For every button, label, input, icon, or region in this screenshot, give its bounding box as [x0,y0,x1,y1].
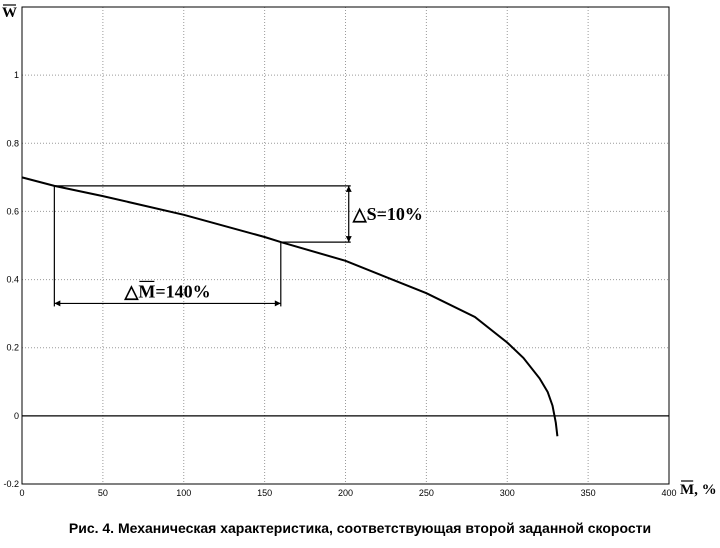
arrow-head [274,300,281,307]
grid [22,7,669,484]
x-tick-label: 200 [338,488,353,498]
x-tick-label: 100 [176,488,191,498]
annotations: △S=10% △M=140% [53,185,423,307]
y-tick-label: 1 [14,70,19,80]
arrow-head [345,185,352,192]
y-tick-label: 0.2 [6,343,19,353]
y-tick-label: 0.8 [6,138,19,148]
y-tick-label: 0.4 [6,275,19,285]
x-tick-label: 50 [98,488,108,498]
x-tick-label: 0 [19,488,24,498]
x-tick-label: 300 [500,488,515,498]
x-tick-label: 400 [661,488,676,498]
y-tick-label: 0.6 [6,206,19,216]
x-tick-label: 250 [419,488,434,498]
series-line [21,176,559,437]
x-tick-label: 350 [581,488,596,498]
series [21,176,559,437]
arrow-head [345,236,352,243]
y-tick-label: 0 [14,411,19,421]
axis-labels: W M, % [2,4,717,498]
y-tick-label: -0.2 [3,479,19,489]
x-axis-label: M, % [680,482,717,498]
arrow-head [54,300,61,307]
figure-caption: Рис. 4. Механическая характеристика, соо… [68,520,652,536]
delta-s-label: △S=10% [352,204,423,224]
tick-labels: 0 50 100 150 200 250 300 350 400-0.200.20.40.60.… [3,70,676,498]
x-tick-label: 150 [257,488,272,498]
delta-m-label: △M=140% [124,281,211,301]
plot-frame [21,6,670,485]
y-axis-label: W [2,5,17,21]
